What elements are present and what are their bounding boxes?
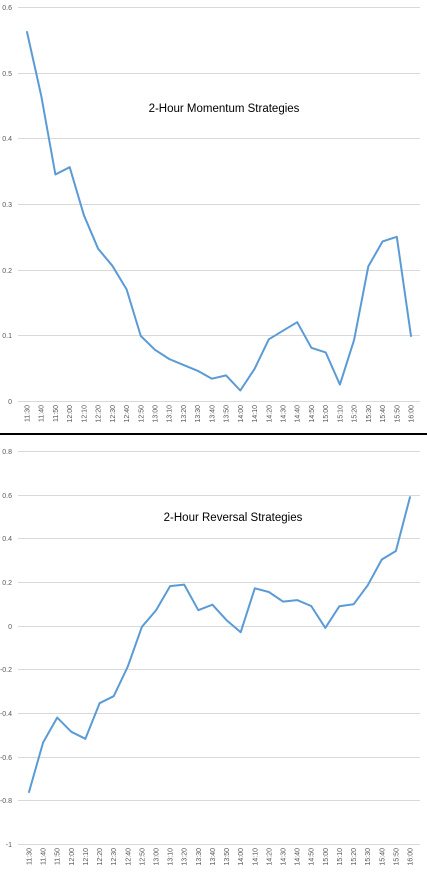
x-tick-label: 14:10 <box>252 848 259 866</box>
x-tick-label: 14:40 <box>295 848 302 866</box>
x-tick-label: 14:00 <box>238 405 245 423</box>
y-tick-label: 0 <box>8 399 12 406</box>
x-tick-label: 15:20 <box>351 848 358 866</box>
x-tick-label: 13:40 <box>210 848 217 866</box>
x-tick-label: 13:50 <box>224 848 231 866</box>
y-tick-label: 0 <box>8 624 12 631</box>
y-tick-label: 0.2 <box>2 580 12 587</box>
x-tick-label: 15:00 <box>323 405 330 423</box>
x-tick-label: 15:40 <box>380 405 387 423</box>
momentum-chart: 0 0.1 0.2 0.3 0.4 0.5 0.6 11:30 11:40 11:50 12:00 1… <box>2 5 420 423</box>
y-tick-label: -0.6 <box>0 755 12 762</box>
y-tick-label: 0.6 <box>2 493 12 500</box>
x-tick-label: 15:50 <box>394 405 401 423</box>
x-tick-label: 12:30 <box>111 848 118 866</box>
x-tick-label: 15:50 <box>393 848 400 866</box>
y-tick-label: -0.2 <box>0 667 12 674</box>
x-tick-label: 13:40 <box>209 405 216 423</box>
x-tick-label: 14:00 <box>238 848 245 866</box>
y-tick-label: 0.3 <box>2 202 12 209</box>
x-tick-label: 13:20 <box>182 848 189 866</box>
x-tick-label: 11:30 <box>27 848 34 865</box>
x-tick-label: 12:40 <box>125 848 132 866</box>
y-tick-label: 0.4 <box>2 536 12 543</box>
x-tick-label: 15:30 <box>366 405 373 423</box>
x-tick-label: 15:10 <box>337 848 344 866</box>
x-tick-label: 12:10 <box>83 848 90 866</box>
x-tick-label: 13:20 <box>181 405 188 423</box>
x-tick-label: 13:30 <box>196 848 203 866</box>
y-tick-label: 0.2 <box>2 268 12 275</box>
x-tick-label: 16:00 <box>408 848 415 866</box>
y-tick-label: 0.4 <box>2 136 12 143</box>
x-tick-label: 15:40 <box>379 848 386 866</box>
x-tick-label: 15:10 <box>337 405 344 423</box>
series-line <box>28 496 411 793</box>
x-tick-label: 13:00 <box>154 848 161 866</box>
x-tick-label: 15:00 <box>323 848 330 866</box>
x-tick-label: 12:10 <box>81 405 88 423</box>
y-tick-label: -0.4 <box>0 711 12 718</box>
x-tick-label: 12:40 <box>124 405 131 423</box>
x-tick-label: 11:50 <box>53 405 60 422</box>
x-tick-label: 14:30 <box>281 405 288 423</box>
x-tick-label: 14:40 <box>295 405 302 423</box>
chart-divider <box>0 433 427 435</box>
x-tick-label: 12:50 <box>138 405 145 423</box>
x-tick-label: 11:40 <box>39 405 46 422</box>
x-tick-label: 13:10 <box>168 848 175 866</box>
x-tick-label: 11:30 <box>25 405 32 422</box>
y-tick-label: 0.6 <box>2 5 12 12</box>
reversal-chart: -1 -0.8 -0.6 -0.4 -0.2 0 0.2 0.4 0.6 0.8 11:30 11:4… <box>0 449 420 866</box>
y-tick-label: -0.8 <box>0 798 12 805</box>
x-tick-label: 14:50 <box>309 848 316 866</box>
x-tick-label: 14:50 <box>309 405 316 423</box>
x-tick-label: 12:50 <box>139 848 146 866</box>
x-tick-label: 12:00 <box>67 405 74 423</box>
chart-title: 2-Hour Reversal Strategies <box>164 512 303 524</box>
y-tick-label: 0.8 <box>2 449 12 456</box>
series-line <box>26 31 412 392</box>
y-tick-label: 0.1 <box>2 333 12 340</box>
x-tick-label: 12:20 <box>97 848 104 866</box>
x-tick-label: 13:50 <box>224 405 231 423</box>
x-tick-label: 12:30 <box>110 405 117 423</box>
y-tick-label: -1 <box>6 842 12 849</box>
x-tick-label: 12:20 <box>96 405 103 423</box>
x-tick-label: 13:30 <box>195 405 202 423</box>
x-tick-label: 13:00 <box>153 405 160 423</box>
x-tick-label: 14:10 <box>252 405 259 423</box>
x-tick-label: 14:20 <box>266 848 273 866</box>
x-tick-label: 16:00 <box>409 405 416 423</box>
x-tick-label: 14:30 <box>281 848 288 866</box>
x-tick-label: 11:40 <box>41 848 48 865</box>
chart-title: 2-Hour Momentum Strategies <box>149 103 300 115</box>
x-tick-label: 14:20 <box>266 405 273 423</box>
x-tick-label: 15:30 <box>365 848 372 866</box>
x-tick-label: 12:00 <box>69 848 76 866</box>
x-tick-label: 11:50 <box>55 848 62 865</box>
x-tick-label: 15:20 <box>352 405 359 423</box>
x-tick-label: 13:10 <box>167 405 174 423</box>
y-tick-label: 0.5 <box>2 71 12 78</box>
